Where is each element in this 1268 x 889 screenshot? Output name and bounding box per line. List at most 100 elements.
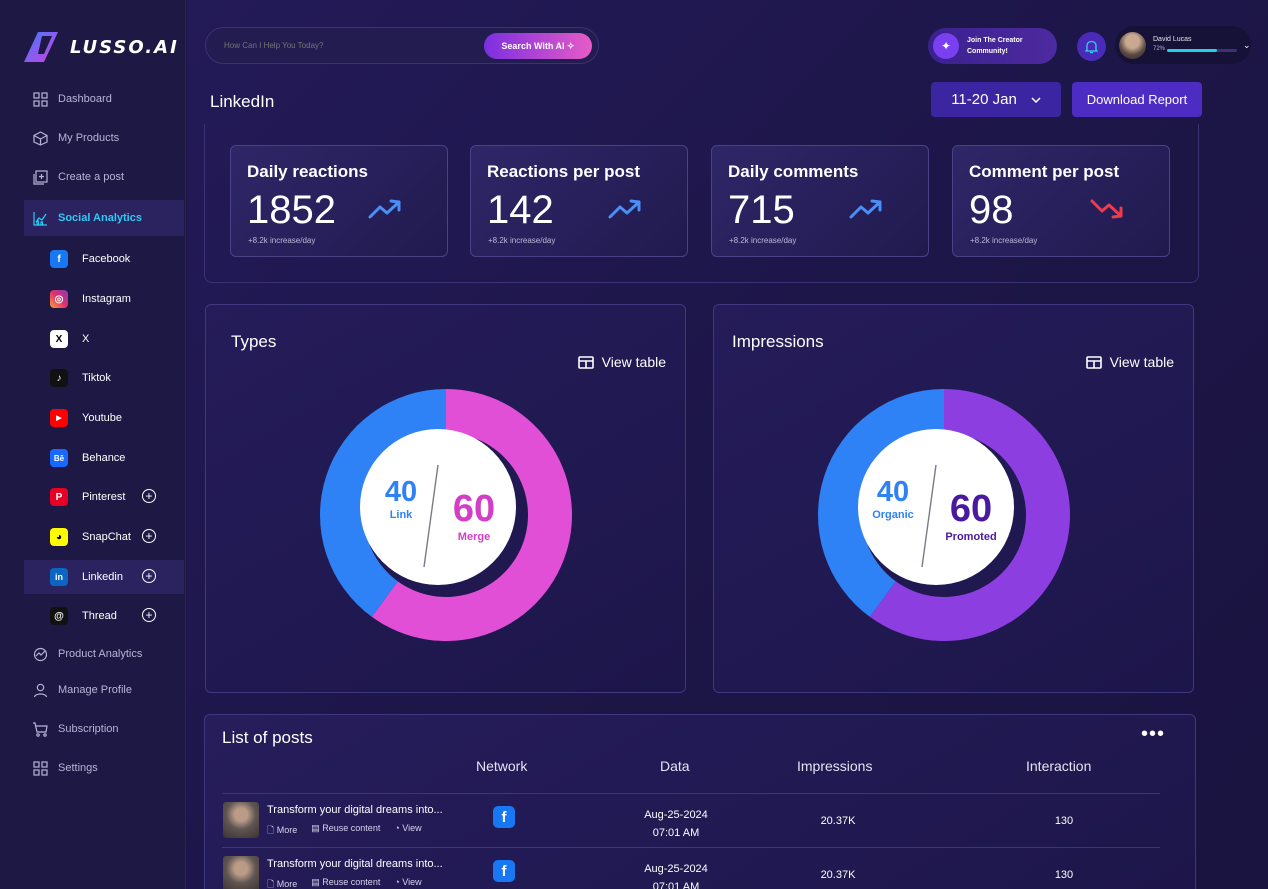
facebook-icon: f — [493, 806, 515, 828]
cube-icon — [32, 130, 48, 146]
stats-section — [204, 124, 1199, 283]
stat-card-reactions-per-post: Reactions per post 142 +8.2k increase/da… — [470, 145, 688, 257]
stat-card-daily-reactions: Daily reactions 1852 +8.2k increase/day — [230, 145, 448, 257]
brand-logo[interactable]: LUSSO.AI — [24, 32, 179, 62]
chart-title: Types — [231, 332, 277, 351]
slice-value-promoted: 60 — [940, 489, 1002, 529]
date: Aug-25-2024 — [644, 809, 708, 821]
settings-grid-icon — [32, 760, 48, 776]
trend-down-icon — [1090, 199, 1123, 219]
nav-manage-profile[interactable]: Manage Profile — [24, 672, 184, 708]
post-title: Transform your digital dreams into... — [267, 804, 443, 816]
donut-slice-merge — [371, 389, 572, 641]
sidebar-item-pinterest[interactable]: P Pinterest + — [24, 480, 184, 514]
table-row[interactable]: Transform your digital dreams into... 🗋 … — [222, 793, 1160, 847]
table-row[interactable]: Transform your digital dreams into... 🗋 … — [222, 847, 1160, 889]
posts-panel: List of posts ••• Network Data Impressio… — [204, 714, 1196, 889]
add-thread-icon[interactable]: + — [142, 608, 156, 622]
nav-dashboard[interactable]: Dashboard — [24, 81, 184, 117]
nav-label: Settings — [58, 762, 98, 774]
nav-product-analytics[interactable]: Product Analytics — [24, 636, 184, 672]
download-report-button[interactable]: Download Report — [1072, 82, 1202, 117]
analytics-icon — [32, 210, 48, 226]
chevron-down-icon: ⌄ — [1243, 39, 1251, 50]
stat-subtext: +8.2k increase/day — [970, 236, 1038, 245]
join-community-button[interactable]: ✦ Join The Creator Community! — [928, 28, 1057, 64]
table-icon — [577, 355, 594, 369]
slice-label-merge: Merge — [457, 531, 491, 543]
stat-subtext: +8.2k increase/day — [488, 236, 556, 245]
sidebar-item-label: Linkedin — [82, 571, 123, 583]
divider-line — [921, 464, 937, 568]
action-label: View — [402, 823, 422, 833]
post-interaction: 130 — [1054, 815, 1074, 827]
trend-up-icon — [368, 199, 401, 219]
slice-value-organic: 40 — [870, 477, 916, 507]
sidebar-item-label: Thread — [82, 610, 117, 622]
nav-settings[interactable]: Settings — [24, 750, 184, 786]
column-header-interaction: Interaction — [1026, 758, 1092, 774]
nav-subscription[interactable]: Subscription — [24, 711, 184, 747]
user-name: David Lucas — [1153, 36, 1192, 43]
post-thumbnail — [223, 802, 259, 838]
sidebar-item-label: Pinterest — [82, 491, 126, 503]
search-with-ai-button[interactable]: Search With AI ✧ — [484, 33, 592, 59]
youtube-icon: ▶ — [50, 409, 68, 427]
types-donut-chart — [320, 389, 572, 641]
view-table-button[interactable]: View table — [577, 354, 666, 370]
sidebar-item-instagram[interactable]: ◎ Instagram — [24, 282, 184, 316]
linkedin-icon: in — [50, 568, 68, 586]
action-label: More — [276, 825, 298, 835]
sidebar-item-snapchat[interactable]: ◕ SnapChat + — [24, 520, 184, 554]
stat-label: Daily reactions — [247, 162, 368, 181]
product-analytics-icon — [32, 646, 48, 662]
column-header-impressions: Impressions — [797, 758, 873, 774]
date-range-select[interactable]: 11-20 Jan — [931, 82, 1061, 117]
stat-label: Daily comments — [728, 162, 859, 181]
post-interaction: 130 — [1054, 869, 1074, 881]
action-label: Reuse content — [322, 823, 381, 833]
stat-subtext: +8.2k increase/day — [729, 236, 797, 245]
more-link[interactable]: 🗋 More — [267, 825, 298, 835]
table-icon — [1085, 355, 1102, 369]
snapchat-icon: ◕ — [50, 528, 68, 546]
sidebar-item-behance[interactable]: Bē Behance — [24, 441, 184, 475]
more-options-icon[interactable]: ••• — [1140, 723, 1165, 745]
slice-value: 40 — [384, 476, 418, 508]
view-link[interactable]: ◔ View — [394, 823, 422, 833]
post-date: Aug-25-2024 07:01 AM — [626, 806, 726, 842]
add-snapchat-icon[interactable]: + — [142, 529, 156, 543]
add-linkedin-icon[interactable]: + — [142, 569, 156, 583]
reuse-content-link[interactable]: ▤ Reuse content — [311, 877, 381, 887]
user-menu[interactable]: David Lucas 72% ⌄ — [1115, 26, 1251, 64]
sidebar-item-youtube[interactable]: ▶ Youtube — [24, 401, 184, 435]
reuse-content-link[interactable]: ▤ Reuse content — [311, 823, 381, 833]
slice-value-merge: 60 — [444, 489, 504, 529]
sidebar-item-tiktok[interactable]: ♪ Tiktok — [24, 361, 184, 395]
nav-my-products[interactable]: My Products — [24, 120, 184, 156]
brand-name: LUSSO.AI — [70, 36, 179, 58]
view-table-button[interactable]: View table — [1085, 354, 1174, 370]
divider-line — [423, 464, 439, 568]
chart-title: Impressions — [732, 332, 824, 351]
stat-subtext: +8.2k increase/day — [248, 236, 316, 245]
action-label: More — [276, 879, 298, 889]
stat-label: Reactions per post — [487, 162, 641, 181]
grid-icon — [32, 91, 48, 107]
nav-social-analytics[interactable]: Social Analytics — [24, 200, 184, 236]
join-label: Join The Creator Community! — [967, 37, 1023, 55]
sidebar-item-linkedin[interactable]: in Linkedin + — [24, 560, 184, 594]
sidebar-item-thread[interactable]: @ Thread + — [24, 599, 184, 633]
notifications-button[interactable] — [1077, 32, 1106, 61]
profile-progress-pct: 72% — [1153, 46, 1166, 52]
more-link[interactable]: 🗋 More — [267, 879, 298, 889]
sidebar-item-x[interactable]: X X — [24, 322, 184, 356]
view-link[interactable]: ◔ View — [394, 877, 422, 887]
slice-value: 40 — [876, 476, 910, 508]
add-pinterest-icon[interactable]: + — [142, 489, 156, 503]
nav-create-post[interactable]: Create a post — [24, 159, 184, 195]
search-input[interactable] — [224, 41, 474, 50]
sidebar-item-facebook[interactable]: f Facebook — [24, 242, 184, 276]
threads-icon: @ — [50, 607, 68, 625]
logo-icon — [24, 32, 58, 62]
